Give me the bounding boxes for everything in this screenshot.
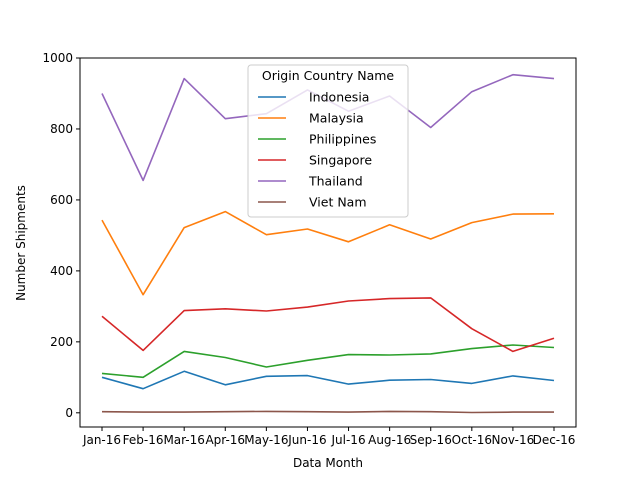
- x-tick-label: Mar-16: [163, 433, 204, 447]
- legend-title: Origin Country Name: [262, 68, 395, 83]
- legend-items: Indonesia Malaysia Philippines Singapore Tha…: [258, 90, 376, 210]
- legend-box: [247, 64, 409, 218]
- series-line-malaysia: [101, 210, 555, 296]
- series-line-viet-nam: [101, 410, 554, 414]
- y-tick-label: 800: [50, 122, 73, 136]
- x-tick-label: Nov-16: [492, 433, 535, 447]
- series-line-indonesia: [101, 370, 555, 390]
- x-tick-label: Apr-16: [205, 433, 245, 447]
- x-tick-label: Oct-16: [452, 433, 492, 447]
- legend-entry: Indonesia: [309, 90, 369, 105]
- y-tick-label: 400: [50, 264, 73, 278]
- series-line-philippines: [101, 344, 555, 379]
- x-tick-label: Jul-16: [331, 433, 366, 447]
- legend: Origin Country Name Indonesia Malaysia Phi…: [247, 64, 409, 218]
- x-tick-label: Feb-16: [123, 433, 164, 447]
- plot-frame: [79, 57, 577, 428]
- series-line-singapore: [101, 297, 555, 353]
- x-axis-label: Data Month: [293, 456, 363, 470]
- x-tick-label: Aug-16: [368, 433, 411, 447]
- legend-entry: Singapore: [309, 153, 372, 168]
- y-tick-label: 600: [50, 193, 73, 207]
- y-tick-label: 0: [65, 406, 73, 420]
- y-tick-label: 1000: [42, 51, 73, 65]
- x-tick-label: Dec-16: [533, 433, 576, 447]
- legend-entry: Thailand: [308, 174, 363, 189]
- legend-entry: Viet Nam: [309, 195, 367, 210]
- y-axis-label: Number Shipments: [14, 185, 28, 301]
- x-tick-label: Jan-16: [82, 433, 121, 447]
- x-tick-label: Jun-16: [287, 433, 326, 447]
- y-tick-label: 200: [50, 335, 73, 349]
- legend-entry: Philippines: [309, 132, 376, 147]
- series-lines: [101, 73, 555, 414]
- x-tick-label: May-16: [244, 433, 288, 447]
- x-axis-ticks: Jan-16 Feb-16 Mar-16 Apr-16 May-16 Jun-16 Jul-…: [82, 427, 575, 447]
- legend-entry: Malaysia: [309, 111, 364, 126]
- x-tick-label: Sep-16: [410, 433, 452, 447]
- y-axis-ticks: 0 200 400 600 800 1000: [42, 51, 80, 420]
